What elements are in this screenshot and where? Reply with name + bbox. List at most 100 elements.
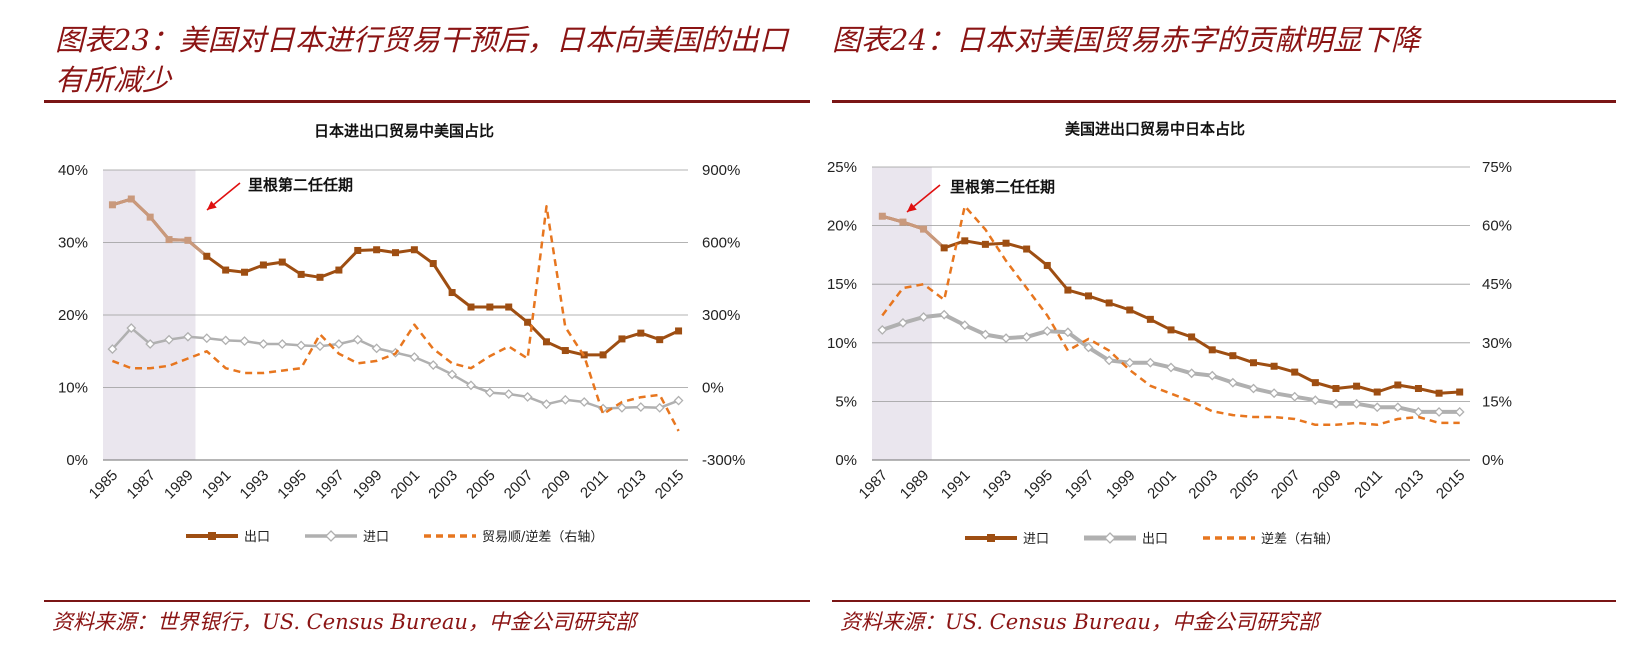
data-point xyxy=(201,333,212,344)
x-tick-label: 1987 xyxy=(123,467,159,503)
y-left-tick-label: 5% xyxy=(835,393,857,410)
data-point xyxy=(466,380,476,391)
x-tick-label: 1993 xyxy=(979,467,1015,503)
data-point xyxy=(1207,370,1218,381)
chart-japan-trade-us-share: 日本进出口贸易中美国占比 0% 10% 20% 30% 40% -300% 0% 300% 600… xyxy=(58,122,745,545)
x-tick-label: 2005 xyxy=(463,467,499,503)
data-point xyxy=(1291,368,1299,376)
data-point xyxy=(335,266,343,274)
data-point xyxy=(127,195,135,203)
data-point xyxy=(107,344,118,354)
x-tick-label: 1999 xyxy=(1103,467,1139,503)
legend-marker xyxy=(208,532,216,540)
data-point xyxy=(467,303,475,311)
source-note: 资料来源：世界银行，US. Census Bureau，中金公司研究部 xyxy=(52,610,636,634)
data-point xyxy=(635,402,646,412)
legend-label: 进口 xyxy=(1023,532,1049,547)
data-point xyxy=(108,201,116,209)
x-tick-label: 2001 xyxy=(388,467,424,503)
data-point xyxy=(259,261,267,269)
data-point xyxy=(1311,379,1319,387)
data-point xyxy=(505,303,513,311)
data-point xyxy=(1310,395,1321,406)
source-note: 资料来源：US. Census Bureau，中金公司研究部 xyxy=(840,610,1319,634)
legend-marker xyxy=(325,530,337,542)
data-point xyxy=(1249,359,1257,367)
y-right-tick-label: 60% xyxy=(1482,218,1512,235)
data-point xyxy=(673,395,684,406)
x-tick-label: 2015 xyxy=(1433,467,1469,503)
data-point xyxy=(1104,355,1115,366)
data-point xyxy=(1167,326,1175,334)
x-tick-label: 1985 xyxy=(86,467,122,503)
x-tick-label: 1997 xyxy=(312,467,348,503)
x-tick-label: 2007 xyxy=(1268,467,1304,503)
figure-title: 图表23：美国对日本进行贸易干预后，日本向美国的出口有所减少 xyxy=(55,23,788,97)
data-point xyxy=(899,218,907,226)
data-point xyxy=(1043,261,1051,269)
data-point xyxy=(1145,357,1156,368)
data-point xyxy=(1023,245,1031,253)
data-point xyxy=(1373,388,1381,396)
data-point xyxy=(1248,383,1259,394)
data-point xyxy=(1064,286,1072,294)
data-point xyxy=(637,329,645,337)
bottom-rule xyxy=(832,600,1616,602)
x-tick-label: 2007 xyxy=(501,467,537,503)
data-point xyxy=(939,309,950,320)
x-tick-label: 2011 xyxy=(1351,467,1386,502)
legend-label: 进口 xyxy=(363,530,389,545)
data-point xyxy=(961,237,969,245)
data-point xyxy=(561,347,569,355)
x-tick-label: 2013 xyxy=(614,467,650,503)
data-point xyxy=(203,252,211,260)
data-point xyxy=(1454,407,1465,417)
x-tick-label: 2013 xyxy=(1392,467,1428,503)
x-tick-label: 2003 xyxy=(425,467,461,503)
data-point xyxy=(898,317,908,328)
annotation-arrowhead xyxy=(207,200,217,210)
data-point xyxy=(1126,306,1134,314)
data-point xyxy=(1062,327,1073,338)
data-point xyxy=(918,312,929,322)
x-tick-label: 1995 xyxy=(1020,467,1056,503)
y-left-tick-label: 0% xyxy=(835,452,857,469)
x-tick-label: 2009 xyxy=(1309,467,1345,503)
data-point xyxy=(503,389,514,399)
data-point xyxy=(877,324,888,335)
data-point xyxy=(1186,368,1197,379)
legend-label: 出口 xyxy=(244,530,270,545)
data-point xyxy=(959,320,970,331)
data-point xyxy=(920,225,928,233)
data-point xyxy=(1269,388,1280,399)
data-point xyxy=(410,246,418,254)
data-point xyxy=(447,369,458,380)
x-tick-label: 1993 xyxy=(237,467,273,503)
x-tick-label: 1987 xyxy=(856,467,892,503)
y-left-tick-label: 10% xyxy=(827,335,857,352)
data-point xyxy=(371,343,382,354)
legend-label: 出口 xyxy=(1142,532,1168,547)
data-point xyxy=(980,329,991,340)
annotation-text: 里根第二任任期 xyxy=(248,176,353,194)
data-point xyxy=(675,327,683,335)
data-point xyxy=(981,240,989,248)
data-point xyxy=(1227,377,1238,388)
chart-title: 日本进出口贸易中美国占比 xyxy=(314,122,494,140)
x-tick-label: 1991 xyxy=(199,467,235,503)
data-point xyxy=(618,335,626,343)
y-left-tick-label: 25% xyxy=(827,159,857,176)
data-point xyxy=(1021,332,1032,342)
legend-label: 贸易顺/逆差（右轴） xyxy=(482,529,603,545)
x-tick-label: 1989 xyxy=(897,467,933,503)
data-point xyxy=(1351,398,1362,409)
data-point xyxy=(315,341,325,352)
y-left-tick-label: 15% xyxy=(827,276,857,293)
y-right-tick-label: 300% xyxy=(702,307,740,324)
data-point xyxy=(542,338,550,346)
data-point xyxy=(220,335,231,346)
data-point xyxy=(297,270,305,278)
data-point xyxy=(617,402,627,413)
data-point xyxy=(1229,352,1237,360)
data-point xyxy=(1042,326,1053,336)
